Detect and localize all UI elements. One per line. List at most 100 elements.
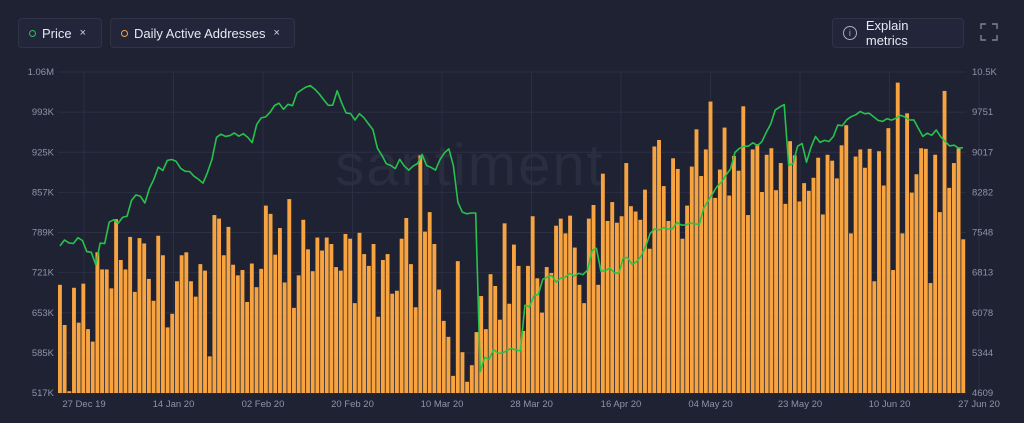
daa-bar <box>329 244 334 393</box>
daa-bar <box>750 149 755 393</box>
daa-bar <box>572 247 577 393</box>
daa-bar <box>689 166 694 393</box>
daa-bar <box>643 189 647 393</box>
daa-bar <box>530 216 535 393</box>
daa-bar <box>207 356 212 393</box>
daa-bar <box>947 187 952 393</box>
x-tick-label: 28 Mar 20 <box>510 399 553 410</box>
daa-bar <box>820 214 825 393</box>
daa-bar <box>591 205 596 393</box>
daa-bar <box>848 233 853 393</box>
daa-bar <box>268 213 273 393</box>
daa-bar <box>502 223 507 393</box>
daa-bar <box>165 327 170 393</box>
daa-bar <box>179 255 184 393</box>
y-right-tick-label: 6078 <box>972 308 993 319</box>
daa-bar <box>86 329 90 393</box>
daa-bar <box>203 270 207 393</box>
daa-bar <box>633 211 638 393</box>
daa-bar <box>62 325 67 393</box>
close-icon[interactable]: × <box>273 27 280 39</box>
daa-bar <box>521 330 526 393</box>
daa-bar <box>320 250 324 393</box>
daa-bar <box>788 141 793 393</box>
daa-bars <box>58 82 966 394</box>
daa-bar <box>385 254 390 393</box>
daa-bar <box>104 269 109 393</box>
daa-bar <box>914 174 919 393</box>
daa-bar <box>507 303 512 393</box>
daa-bar <box>418 155 423 393</box>
daa-bar <box>343 233 348 393</box>
daa-bar <box>146 278 151 393</box>
daa-bar <box>722 127 727 393</box>
daa-bar <box>699 176 704 393</box>
daa-bar <box>483 329 488 393</box>
daa-bar <box>568 215 573 393</box>
daa-bar <box>741 106 746 393</box>
daa-bar <box>132 291 137 393</box>
daa-bar <box>802 183 807 393</box>
daa-bar <box>540 312 544 393</box>
daa-bar <box>446 336 451 393</box>
daa-bar <box>81 283 86 393</box>
daa-bar <box>432 244 437 393</box>
legend-chip-price[interactable]: Price × <box>18 18 102 48</box>
daa-bar <box>72 287 76 393</box>
price-line <box>59 84 964 373</box>
daa-bar <box>792 155 797 393</box>
daa-bar <box>549 272 554 393</box>
fullscreen-icon[interactable] <box>980 23 998 41</box>
x-tick-label: 20 Feb 20 <box>331 399 374 410</box>
daa-bar <box>675 168 680 393</box>
explain-metrics-button[interactable]: i Explain metrics <box>832 18 964 48</box>
daa-bar <box>193 296 198 393</box>
daa-bar <box>301 219 306 393</box>
daa-bar <box>198 264 203 393</box>
daa-bar <box>338 270 343 393</box>
daa-bar <box>160 255 165 393</box>
y-left-tick-label: 721K <box>32 268 55 279</box>
daa-bar <box>455 261 460 393</box>
y-right-tick-label: 9751 <box>972 107 993 118</box>
daa-bar <box>703 149 708 393</box>
x-tick-label: 27 Jun 20 <box>958 399 1000 410</box>
daa-bar <box>245 301 250 393</box>
daa-bar <box>249 263 254 393</box>
close-icon[interactable]: × <box>79 27 87 39</box>
daa-bar <box>717 169 722 393</box>
daa-bar <box>877 151 881 393</box>
x-tick-label: 14 Jan 20 <box>153 399 195 410</box>
daa-bar <box>437 289 441 393</box>
x-tick-label: 02 Feb 20 <box>242 399 285 410</box>
daa-bar <box>394 290 399 393</box>
x-tick-label: 16 Apr 20 <box>601 399 642 410</box>
daa-bar <box>156 235 161 393</box>
daa-bar <box>619 216 624 393</box>
daa-bar <box>474 332 479 393</box>
daa-bar <box>563 233 568 393</box>
daa-bar <box>235 275 240 393</box>
x-axis: 27 Dec 19 14 Jan 20 02 Feb 20 20 Feb 20 10 M… <box>62 399 1000 410</box>
daa-bar <box>427 212 432 393</box>
daa-bar <box>413 307 418 393</box>
daa-bar <box>600 173 605 393</box>
daa-bar <box>605 220 610 393</box>
daa-bar <box>638 219 643 393</box>
daa-bar <box>362 254 367 393</box>
daa-bar <box>357 232 362 393</box>
daa-bar <box>746 215 750 393</box>
daa-bar <box>221 255 226 393</box>
legend-chip-daa[interactable]: Daily Active Addresses × <box>110 18 295 48</box>
daa-bar <box>858 149 863 393</box>
daa-bar <box>287 199 292 393</box>
daa-bar <box>465 381 470 393</box>
daa-bar <box>390 293 395 393</box>
daa-bar <box>348 238 353 393</box>
daa-bar <box>399 238 404 393</box>
daa-bar <box>834 178 839 393</box>
daa-bar <box>493 286 498 393</box>
daa-bar <box>137 238 142 393</box>
y-right-tick-label: 8282 <box>972 187 993 198</box>
